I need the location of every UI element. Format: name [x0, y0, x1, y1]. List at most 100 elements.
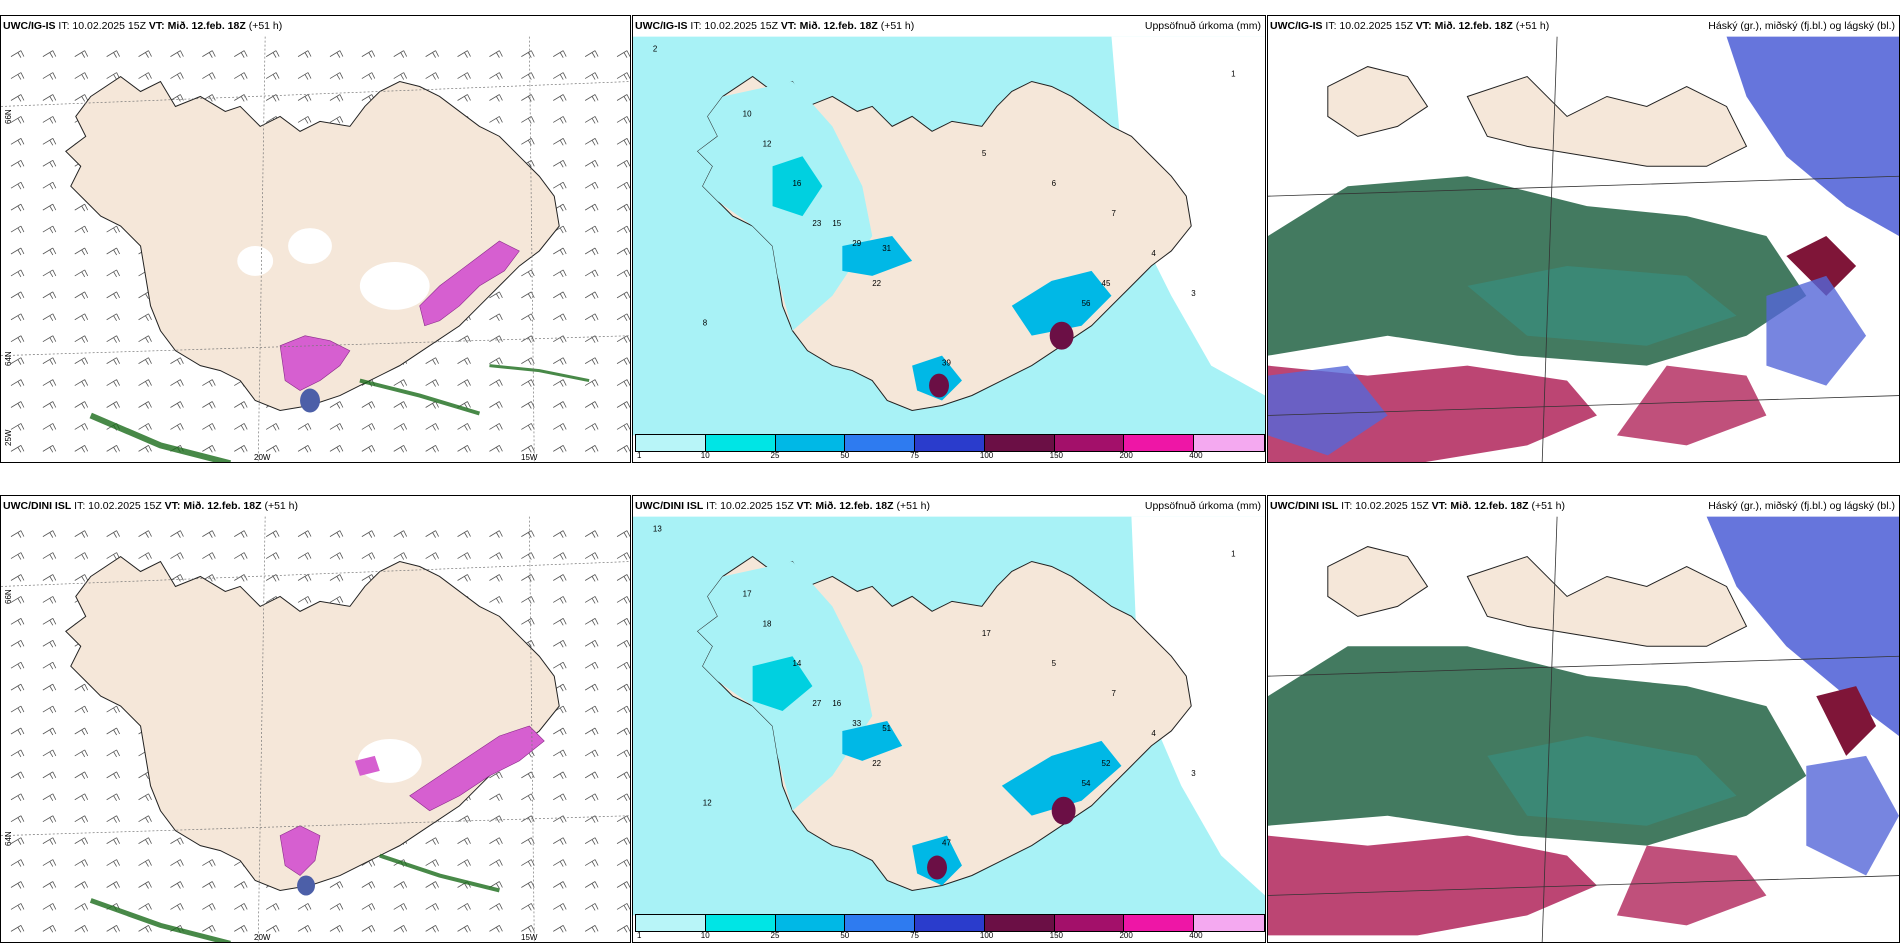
wind-barb — [10, 357, 25, 365]
wind-barb — [10, 335, 25, 343]
wind-barb — [521, 269, 535, 278]
wind-barb — [584, 138, 599, 146]
precip-map: 13 17 18 14 27 33 51 54 52 47 16 22 12 17 5 7 4 3 1 — [633, 516, 1265, 916]
wind-barb — [521, 574, 535, 582]
wind-barb — [553, 379, 567, 387]
colorbar-tick-label: 1 — [637, 451, 642, 460]
wind-barb — [170, 881, 184, 889]
wind-barb — [170, 552, 184, 560]
wind-barb — [329, 903, 344, 911]
wind-barb — [106, 445, 120, 453]
wind-barb — [10, 925, 25, 933]
wind-barb — [393, 72, 408, 80]
wind-barb — [553, 72, 567, 80]
precip-value-label: 29 — [852, 239, 861, 248]
wind-barb — [616, 771, 630, 780]
wind-barb — [265, 530, 280, 538]
wind-barb — [553, 335, 567, 343]
cloud-panel-bottom: UWC/DINI ISL IT: 10.02.2025 15Z VT: Mið.… — [1267, 495, 1900, 943]
precip-value-label: 3 — [1191, 769, 1196, 778]
wind-barb — [489, 313, 503, 321]
wind-barb — [74, 357, 89, 365]
wind-barb — [10, 269, 25, 278]
precip-value-label: 47 — [942, 839, 951, 848]
wind-barb — [521, 50, 535, 58]
wind-barb — [553, 661, 567, 670]
wind-barb — [42, 379, 57, 387]
wind-barb — [521, 116, 535, 124]
panel-right-title: Uppsöfnuð úrkoma (mm) — [1144, 500, 1261, 512]
wind-barb — [584, 445, 599, 453]
wind-barb — [106, 291, 120, 300]
wind-barb — [521, 859, 535, 867]
wind-barb — [265, 903, 280, 911]
wind-barb — [425, 530, 439, 538]
lon-label-20: 20W — [254, 933, 271, 942]
wind-barb — [457, 423, 471, 431]
wind-barb — [584, 181, 599, 190]
precip-value-label: 17 — [743, 589, 752, 598]
wind-barb — [457, 335, 471, 343]
wind-barb — [361, 401, 376, 409]
wind-barb — [234, 401, 248, 409]
precip-value-label: 4 — [1151, 249, 1156, 258]
precip-value-label: 1 — [1231, 70, 1236, 79]
wind-barb — [138, 815, 152, 823]
wind-barb — [10, 138, 25, 146]
wind-barb — [425, 357, 439, 365]
precip-value-label: 31 — [882, 244, 891, 253]
wind-barb — [106, 50, 120, 58]
wind-barb — [425, 379, 439, 387]
wind-barb — [170, 50, 184, 58]
wind-barb — [234, 50, 248, 58]
colorbar-segment — [1194, 915, 1264, 931]
wind-barb — [234, 574, 248, 582]
lat-label-66: 66N — [4, 109, 13, 124]
wind-barb — [553, 771, 567, 780]
wind-barb — [138, 401, 152, 409]
colorbar-segment — [775, 915, 846, 931]
wind-panel-top: UWC/IG-IS IT: 10.02.2025 15Z VT: Mið. 12… — [0, 15, 631, 463]
precip-panel-top: UWC/IG-IS IT: 10.02.2025 15Z VT: Mið. 12… — [632, 15, 1266, 463]
wind-barb — [106, 530, 120, 538]
wind-barb — [489, 859, 503, 867]
wind-barb — [521, 379, 535, 387]
wind-barb — [74, 727, 89, 736]
wind-barb — [42, 837, 57, 845]
wind-barb — [457, 859, 471, 867]
wind-barb — [521, 138, 535, 146]
wind-barb — [489, 291, 503, 300]
wind-barb — [361, 423, 376, 431]
wind-barb — [74, 574, 89, 582]
wind-barb — [584, 771, 599, 780]
wind-barb — [138, 423, 152, 431]
wind-barb — [584, 837, 599, 845]
wind-barb — [42, 72, 57, 80]
wind-barb — [329, 596, 344, 604]
wind-barb — [616, 661, 630, 670]
wind-barb — [74, 379, 89, 387]
wind-barb — [361, 445, 376, 453]
wind-barb — [42, 618, 57, 626]
wind-barb — [106, 815, 120, 823]
wind-barb — [106, 705, 120, 714]
wind-barb — [42, 749, 57, 758]
wind-barb — [489, 596, 503, 604]
colorbar-tick-label: 400 — [1189, 451, 1203, 460]
wind-barb — [584, 357, 599, 365]
wind-barb — [202, 925, 216, 933]
wind-barb — [489, 445, 503, 453]
wind-barb — [489, 530, 503, 538]
wind-barb — [297, 72, 312, 80]
colorbar-segment — [1194, 435, 1264, 451]
wind-barb — [42, 225, 57, 234]
wind-barb — [584, 379, 599, 387]
wind-barb — [74, 815, 89, 823]
wind-barb — [521, 72, 535, 80]
wind-barb — [42, 313, 57, 321]
wind-barb — [616, 50, 630, 58]
precip-value-label: 17 — [982, 629, 991, 638]
colorbar-segment — [984, 915, 1055, 931]
wind-barb — [584, 203, 599, 212]
wind-barb — [106, 269, 120, 278]
